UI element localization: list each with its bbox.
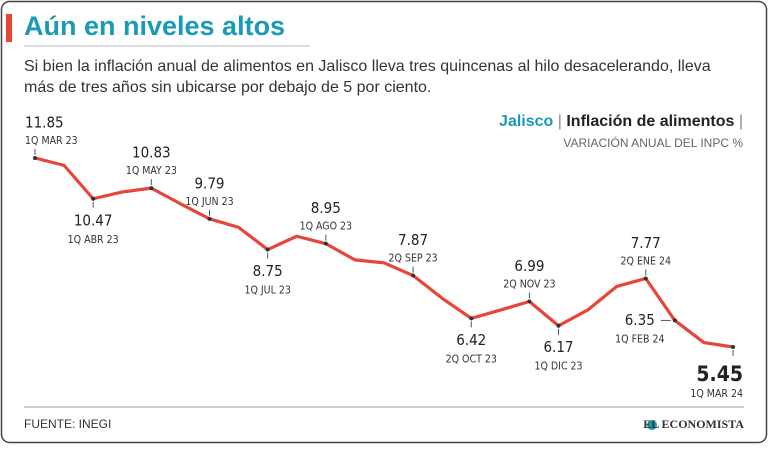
value-label: 8.75 bbox=[253, 262, 283, 280]
category-label: 2Q OCT 23 bbox=[446, 353, 497, 365]
category-label: 1Q JUN 23 bbox=[185, 196, 233, 208]
value-label: 6.35 bbox=[625, 311, 655, 329]
unit-label: VARIACIÓN ANUAL DEL INPC % bbox=[563, 135, 743, 150]
title-accent bbox=[6, 14, 12, 42]
separator: | bbox=[553, 113, 566, 130]
point bbox=[556, 323, 561, 328]
point bbox=[149, 186, 154, 191]
category-label: 2Q ENE 24 bbox=[621, 255, 671, 267]
category-label: 1Q MAR 23 bbox=[25, 135, 78, 147]
category-label: 1Q DIC 23 bbox=[534, 361, 582, 373]
category-label: 2Q NOV 23 bbox=[503, 279, 555, 291]
category-label: 2Q SEP 23 bbox=[389, 253, 438, 265]
point bbox=[731, 345, 735, 349]
chart-title: Aún en niveles altos bbox=[24, 11, 285, 41]
point bbox=[91, 196, 96, 201]
legend: Jalisco | Inflación de alimentos | bbox=[499, 113, 743, 130]
value-label: 11.85 bbox=[25, 114, 64, 132]
value-label: 7.77 bbox=[631, 234, 661, 252]
point bbox=[527, 299, 532, 304]
category-label: 1Q AGO 23 bbox=[300, 221, 353, 233]
category-label: 1Q FEB 24 bbox=[615, 333, 664, 345]
value-label: 5.45 bbox=[696, 362, 743, 386]
separator: | bbox=[734, 113, 743, 130]
value-label: 10.83 bbox=[132, 144, 171, 162]
source: FUENTE: INEGI bbox=[24, 417, 111, 431]
legend-indicator: Inflación de alimentos bbox=[566, 113, 734, 130]
subtitle-box: Si bien la inflación anual de alimentos … bbox=[24, 58, 711, 96]
category-label: 1Q JUL 23 bbox=[244, 285, 290, 297]
point bbox=[323, 241, 328, 246]
point bbox=[672, 318, 677, 323]
brand: EL ECONOMISTA bbox=[643, 417, 744, 431]
category-label: 1Q MAY 23 bbox=[126, 165, 177, 177]
value-label: 6.17 bbox=[543, 338, 573, 356]
value-label: 10.47 bbox=[74, 211, 113, 229]
category-label: 1Q MAR 24 bbox=[690, 388, 743, 400]
value-label: 7.87 bbox=[398, 231, 428, 249]
value-label: 6.99 bbox=[514, 257, 544, 275]
brand-icon bbox=[647, 420, 657, 430]
value-label: 8.95 bbox=[311, 199, 341, 217]
point bbox=[207, 216, 212, 221]
point bbox=[265, 247, 270, 252]
category-label: 1Q ABR 23 bbox=[68, 234, 119, 246]
value-label: 9.79 bbox=[194, 174, 224, 192]
point bbox=[469, 316, 474, 321]
chart-subtitle: Si bien la inflación anual de alimentos … bbox=[24, 58, 711, 96]
point bbox=[33, 156, 37, 160]
point bbox=[643, 276, 648, 281]
value-label: 6.42 bbox=[456, 331, 486, 349]
point bbox=[411, 273, 416, 278]
legend-series: Jalisco bbox=[499, 113, 553, 130]
